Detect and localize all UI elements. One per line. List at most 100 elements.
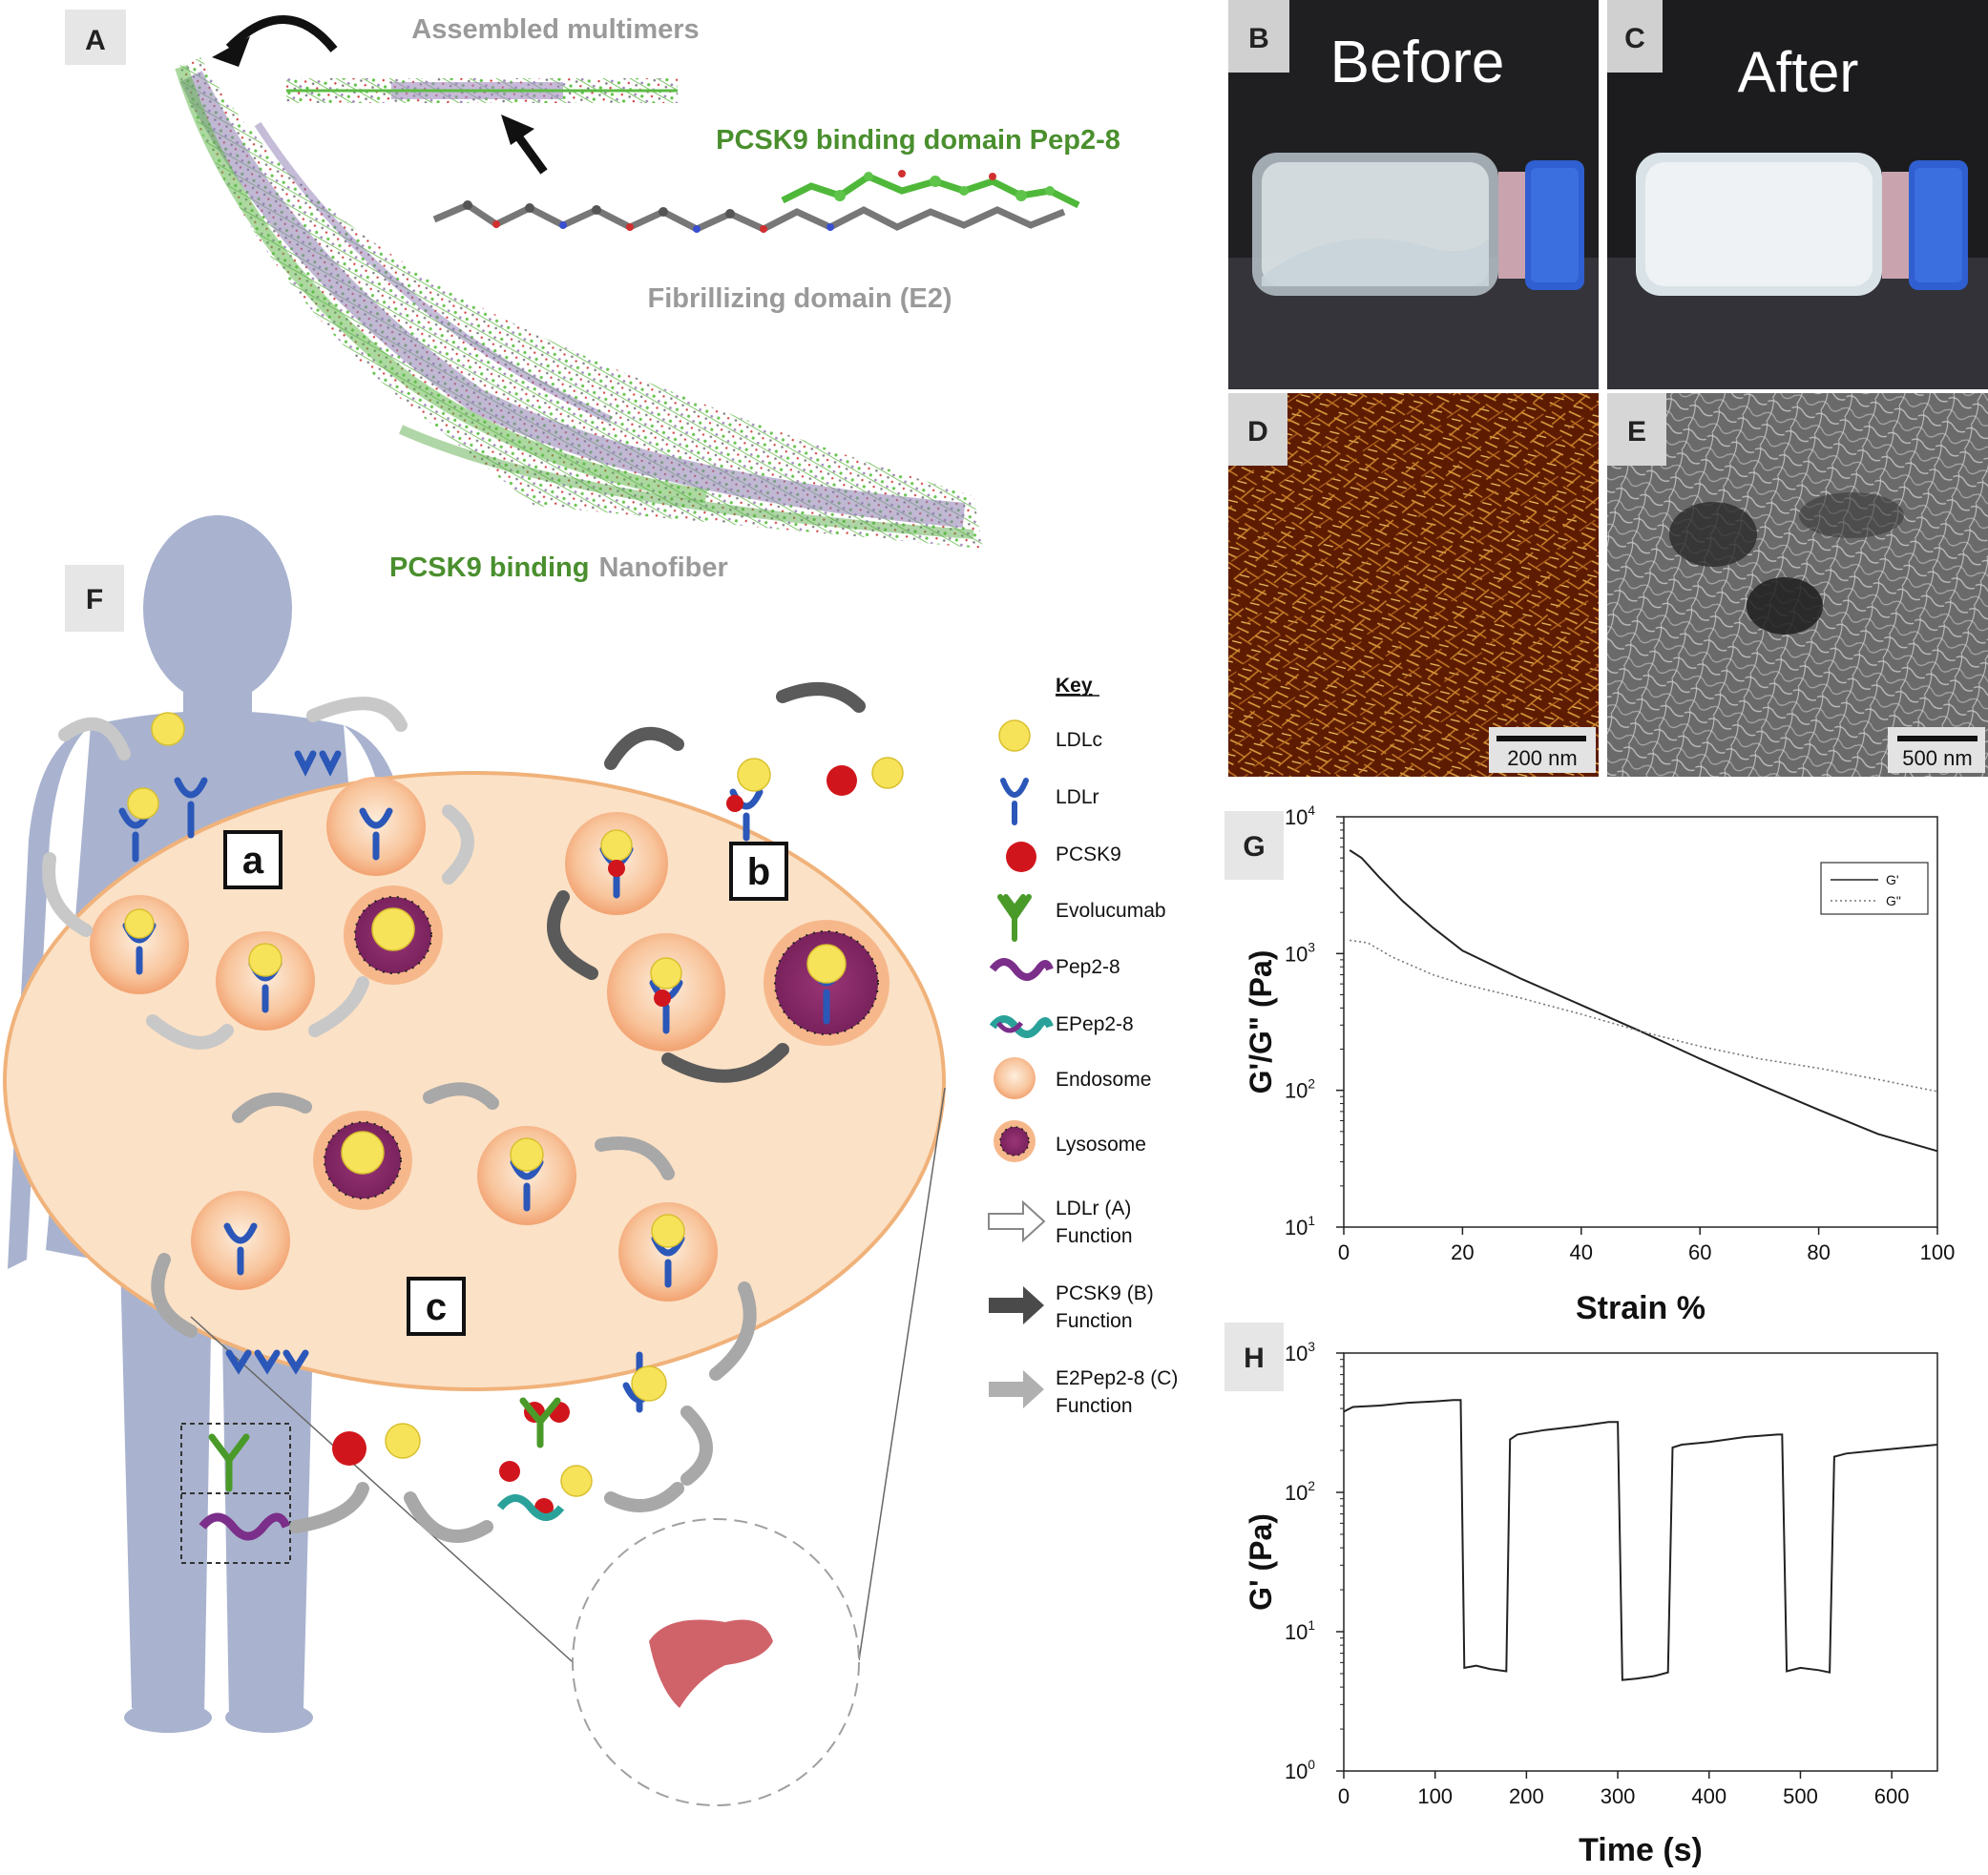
panel-h-label: H <box>1244 1343 1265 1374</box>
y-tick-exponent: 3 <box>1308 1340 1315 1354</box>
panel-d-label: D <box>1247 416 1268 448</box>
nanofiber-caption: PCSK9 binding Nanofiber <box>389 552 728 583</box>
panel-a-label: A <box>85 25 106 56</box>
scale-bar-e-box <box>1888 727 1985 773</box>
ldlr-function-arrow-icon <box>988 1199 1046 1243</box>
section-c-label: c <box>426 1286 447 1328</box>
key-pcsk9-function-line1: PCSK9 (B) <box>1056 1282 1154 1304</box>
section-b-label: b <box>747 851 770 893</box>
nanofiber-caption-part2: Nanofiber <box>598 552 727 583</box>
y-tick-exponent: 4 <box>1308 803 1315 818</box>
key-pep2-8-label: Pep2-8 <box>1056 956 1120 978</box>
panel-c: C After <box>1607 0 1988 389</box>
y-tick-base: 10 <box>1285 1620 1308 1644</box>
endosome-a2 <box>90 895 189 994</box>
x-tick-label: 60 <box>1688 1240 1711 1264</box>
panel-b-label-box <box>1228 0 1289 73</box>
y-axis-label: G'/G" (Pa) <box>1244 950 1278 1094</box>
x-tick-label: 0 <box>1338 1240 1350 1264</box>
y-axis-label: G' (Pa) <box>1244 1513 1278 1611</box>
panel-c-label: C <box>1624 23 1645 54</box>
ldlc-icon <box>998 719 1031 752</box>
y-tick-base: 10 <box>1285 805 1308 829</box>
sem-pore-1 <box>1669 502 1757 567</box>
peptide-molecule-illustration <box>432 170 1080 233</box>
series-line-g-double-prime <box>1350 939 1938 1093</box>
panel-g-label: G <box>1243 831 1265 863</box>
x-tick-label: 40 <box>1570 1240 1593 1264</box>
zoom-line-left <box>190 1316 593 1680</box>
y-tick-label: 102 <box>1285 1077 1315 1103</box>
panel-h-label-box <box>1224 1323 1284 1391</box>
y-tick-label: 101 <box>1285 1214 1315 1240</box>
x-tick-label: 300 <box>1601 1784 1636 1808</box>
sem-pore-2 <box>1747 577 1823 635</box>
afm-fibers-overlay <box>1228 393 1599 777</box>
x-tick-label: 500 <box>1783 1784 1818 1808</box>
epep2-8-icon <box>989 1015 1054 1038</box>
key-evolucumab-label: Evolucumab <box>1056 900 1166 922</box>
y-tick-exponent: 1 <box>1308 1214 1315 1228</box>
y-tick-exponent: 1 <box>1308 1618 1315 1633</box>
y-tick-base: 10 <box>1285 1481 1308 1505</box>
pathway-arrows <box>42 682 866 1543</box>
nanofiber-caption-part1: PCSK9 binding <box>389 552 589 583</box>
x-tick-label: 100 <box>1920 1240 1956 1264</box>
x-tick-label: 0 <box>1338 1784 1350 1808</box>
key-lysosome-label: Lysosome <box>1056 1134 1146 1156</box>
pcsk9-particles <box>332 765 857 1517</box>
vial-after-illustration <box>1636 153 1968 296</box>
series-line-g-prime <box>1343 1399 1938 1681</box>
y-tick-exponent: 0 <box>1308 1758 1315 1772</box>
y-tick-exponent: 2 <box>1308 1077 1315 1092</box>
assembled-multimers-illustration <box>286 78 678 103</box>
lysosome-icon-core <box>999 1126 1030 1156</box>
legend-label: G' <box>1886 872 1899 887</box>
pcsk9-icon <box>1006 842 1036 872</box>
key-e2pep2-8-function-line1: E2Pep2-8 (C) <box>1056 1367 1178 1389</box>
y-tick-label: 102 <box>1285 1479 1315 1505</box>
y-tick-label: 104 <box>1285 803 1315 829</box>
panel-a-label-box <box>65 10 126 65</box>
x-tick-label: 20 <box>1451 1240 1474 1264</box>
ldlc-particles <box>124 712 904 1497</box>
key-endosome-label: Endosome <box>1056 1069 1151 1091</box>
curved-arrow-icon <box>225 15 338 52</box>
series-line-g-prime <box>1349 849 1938 1153</box>
binding-domain-label: PCSK9 binding domain Pep2-8 <box>716 125 1120 156</box>
x-axis-label: Time (s) <box>1579 1832 1703 1868</box>
evolucumab-antibodies <box>208 1397 561 1492</box>
vial-before-illustration <box>1252 153 1584 296</box>
plot-frame <box>1343 1352 1938 1772</box>
nanofiber-illustration <box>175 57 983 549</box>
section-a-label: a <box>242 840 264 882</box>
pcsk9-function-arrow-icon <box>989 1286 1044 1324</box>
panel-e-label: E <box>1627 416 1646 448</box>
plot-frame <box>1343 816 1938 1228</box>
key-ldlr-function-line1: LDLr (A) <box>1056 1198 1131 1219</box>
liver-icon <box>649 1619 773 1708</box>
pep2-8-icon <box>989 958 1054 981</box>
ldlr-icon <box>1000 778 1029 825</box>
y-tick-label: 103 <box>1285 940 1315 966</box>
legend-label: G" <box>1886 893 1901 908</box>
y-tick-exponent: 2 <box>1308 1479 1315 1493</box>
key-pcsk9-function-line2: Function <box>1056 1310 1133 1332</box>
panel-f: F a b c <box>3 515 1178 1806</box>
y-tick-base: 10 <box>1285 942 1308 966</box>
key-title: Key <box>1056 675 1093 697</box>
y-tick-exponent: 3 <box>1308 940 1315 954</box>
up-arrow-head-icon <box>501 115 534 145</box>
panel-f-label: F <box>86 584 103 615</box>
y-tick-label: 101 <box>1285 1618 1315 1644</box>
zoom-line-right <box>858 1087 946 1661</box>
epep2-8-icon-strand <box>996 1021 1023 1033</box>
y-tick-label: 100 <box>1285 1758 1315 1783</box>
panel-f-label-box <box>65 565 124 632</box>
fibrillizing-domain-label: Fibrillizing domain (E2) <box>648 283 952 314</box>
